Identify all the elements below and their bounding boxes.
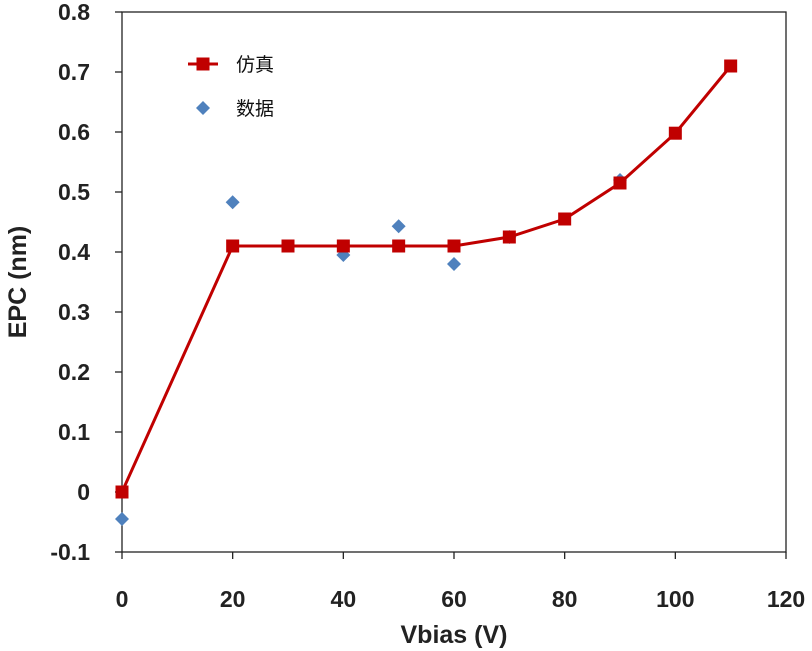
axes: -0.1 0 0.1 0.2 0.3 0.4 0.5 0.6 0.7 0.8 0 20 40 60 80 10… — [50, 0, 805, 612]
x-tick-label: 80 — [552, 586, 578, 612]
y-tick-label: 0.5 — [58, 179, 90, 205]
measured-data-point — [115, 512, 129, 526]
x-tick-label: 40 — [331, 586, 357, 612]
x-tick-label: 60 — [441, 586, 467, 612]
y-tick-label: 0.8 — [58, 0, 90, 25]
legend-label-simulation: 仿真 — [236, 54, 274, 76]
measured-data-point — [225, 195, 240, 210]
simulation-point — [392, 239, 406, 253]
simulation-point — [668, 126, 682, 140]
simulation-point — [502, 230, 516, 244]
series-line-simulation — [120, 65, 732, 493]
legend-square-marker — [196, 57, 210, 71]
simulation-point — [613, 176, 627, 190]
x-axis-title: Vbias (V) — [401, 621, 508, 649]
simulation-point — [558, 212, 572, 226]
y-tick-label: 0 — [77, 479, 90, 505]
x-tick-label: 20 — [220, 586, 246, 612]
y-axis-title: EPC (nm) — [4, 226, 32, 339]
legend-diamond-marker — [196, 101, 210, 115]
simulation-point — [447, 239, 461, 253]
y-tick-label: 0.4 — [58, 239, 90, 265]
x-tick-label: 120 — [767, 586, 805, 612]
y-tick-label: 0.7 — [58, 59, 90, 85]
y-tick-label: 0.1 — [58, 419, 90, 445]
x-tick-label: 100 — [656, 586, 694, 612]
simulation-point — [724, 59, 738, 73]
simulation-point — [115, 485, 129, 499]
y-tick-label: -0.1 — [50, 539, 90, 565]
measured-data-point — [391, 219, 406, 234]
measured-data-point — [447, 257, 461, 271]
y-tick-label: 0.6 — [58, 119, 90, 145]
simulation-point — [226, 239, 240, 253]
x-tick-label: 0 — [116, 586, 129, 612]
legend-label-data: 数据 — [236, 98, 274, 120]
series-layer — [115, 59, 738, 526]
y-tick-label: 0.2 — [58, 359, 90, 385]
y-tick-label: 0.3 — [58, 299, 90, 325]
simulation-point — [281, 239, 295, 253]
plot-frame — [121, 11, 787, 553]
simulation-point — [336, 239, 350, 253]
